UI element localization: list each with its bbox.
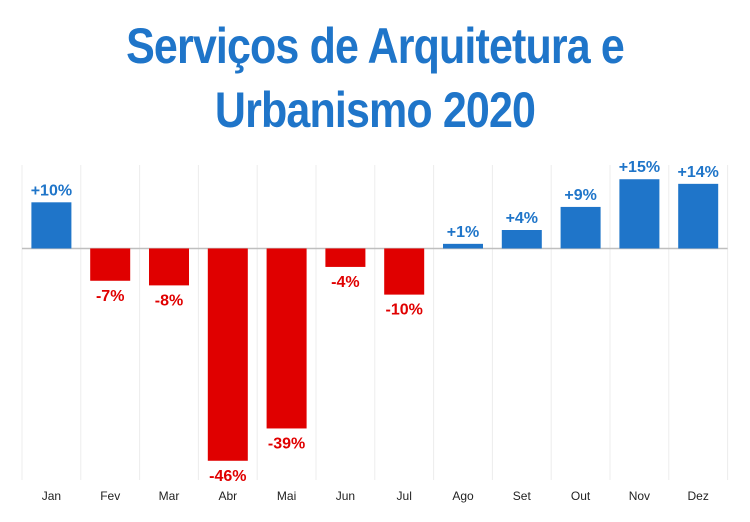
x-tick-label: Out — [571, 489, 591, 503]
bar-jan — [31, 202, 72, 249]
data-label: +1% — [447, 224, 479, 241]
x-tick-label: Jan — [42, 489, 61, 503]
x-tick-label: Nov — [629, 489, 650, 503]
chart-title: Serviços de Arquitetura e Urbanismo 2020 — [0, 14, 750, 142]
bar-ago — [443, 243, 483, 249]
x-tick-label: Jun — [336, 489, 355, 503]
data-label: +4% — [506, 210, 538, 227]
x-tick-label: Fev — [100, 489, 120, 503]
bar-mai — [266, 248, 307, 429]
x-tick-label: Dez — [688, 489, 709, 503]
bar-nov — [619, 179, 660, 249]
data-label: -46% — [209, 468, 246, 485]
bar-jun — [325, 248, 366, 267]
bar-jul — [384, 248, 425, 295]
data-label: +14% — [678, 164, 719, 181]
x-tick-label: Set — [513, 489, 532, 503]
data-label: +10% — [31, 182, 72, 199]
chart-title-line2: Urbanismo 2020 — [214, 82, 536, 138]
x-tick-label: Jul — [397, 489, 412, 503]
bar-mar — [149, 248, 189, 286]
chart-title-line1: Serviços de Arquitetura e — [126, 18, 625, 74]
x-tick-label: Abr — [218, 489, 237, 503]
x-tick-label: Mai — [277, 489, 296, 503]
bar-dez — [678, 183, 719, 249]
x-tick-label: Ago — [452, 489, 474, 503]
data-label: -4% — [331, 274, 359, 291]
data-label: +9% — [564, 187, 596, 204]
bar-fev — [90, 248, 131, 281]
data-label: -39% — [268, 435, 305, 452]
bar-set — [501, 230, 542, 249]
x-tick-label: Mar — [159, 489, 180, 503]
bar-abr — [207, 248, 248, 461]
data-label: -7% — [96, 288, 124, 305]
bar-out — [560, 206, 601, 249]
data-label: -8% — [155, 292, 183, 309]
data-label: -10% — [386, 302, 423, 319]
data-label: +15% — [619, 159, 660, 176]
